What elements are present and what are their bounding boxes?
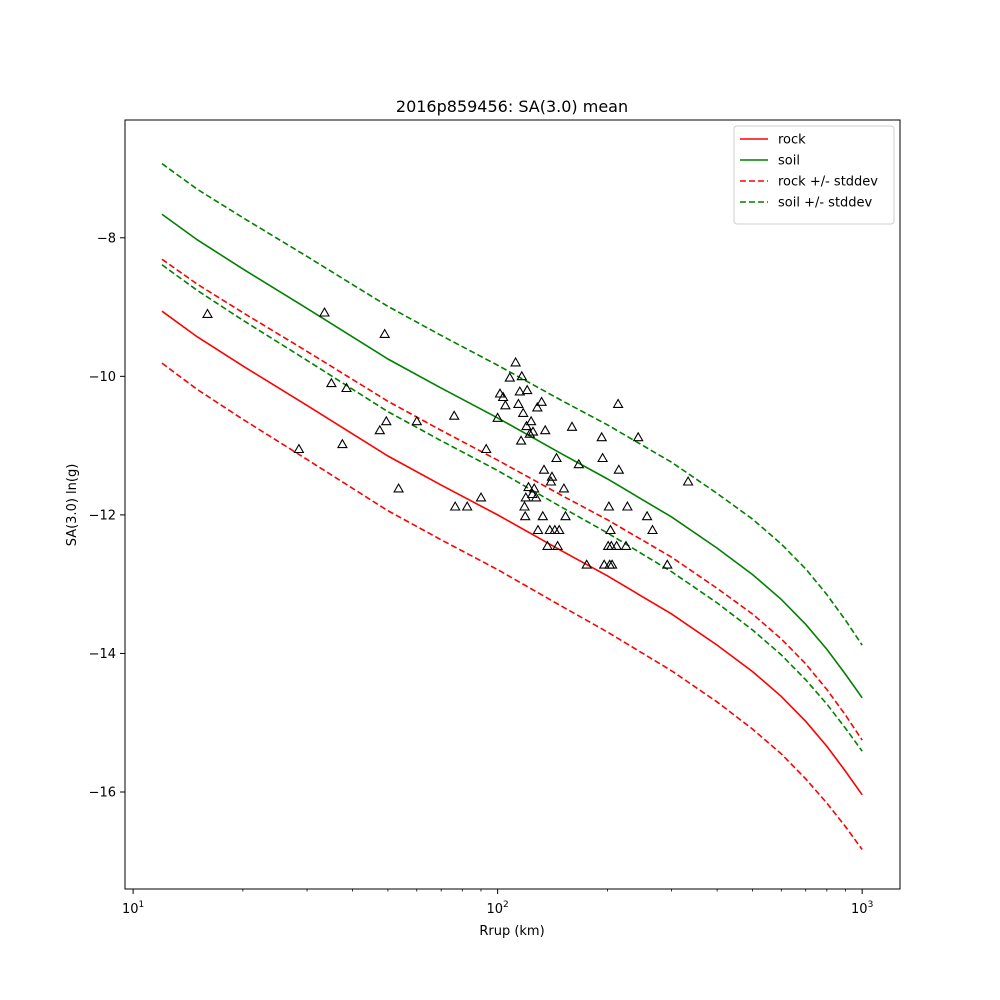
observation-marker bbox=[504, 372, 516, 382]
observation-marker bbox=[612, 398, 624, 408]
plot-area bbox=[124, 119, 901, 890]
observation-marker bbox=[620, 540, 632, 550]
observation-marker bbox=[523, 481, 534, 492]
chart-title: 2016p859456: SA(3.0) mean bbox=[396, 97, 628, 116]
observation-marker bbox=[516, 370, 528, 381]
observation-marker bbox=[336, 438, 348, 449]
y-axis-label: SA(3.0) ln(g) bbox=[65, 464, 80, 547]
observation-marker bbox=[596, 431, 608, 442]
observation-marker bbox=[480, 443, 492, 454]
observation-marker bbox=[519, 500, 530, 511]
observation-marker bbox=[545, 475, 557, 486]
observation-marker bbox=[598, 559, 610, 569]
observation-marker bbox=[528, 482, 540, 493]
series-line-dashed-4 bbox=[161, 163, 863, 646]
observation-marker bbox=[632, 431, 644, 442]
y-axis: −8 −10 −12 −14 −16 bbox=[89, 231, 125, 801]
observation-marker bbox=[526, 488, 538, 499]
legend-label: rock +/- stddev bbox=[778, 175, 878, 190]
observation-marker bbox=[510, 356, 522, 367]
observation-marker bbox=[647, 524, 658, 535]
observation-marker bbox=[393, 482, 405, 493]
observation-marker bbox=[527, 426, 539, 436]
observation-marker bbox=[374, 424, 386, 435]
observation-marker bbox=[512, 398, 524, 408]
observation-marker bbox=[621, 500, 633, 511]
series-line-1 bbox=[161, 213, 863, 699]
observation-marker bbox=[341, 382, 352, 393]
observation-marker bbox=[411, 415, 423, 426]
observation-marker bbox=[558, 482, 570, 493]
observation-marker bbox=[682, 475, 694, 486]
observations-layer bbox=[202, 306, 694, 569]
observation-marker bbox=[449, 500, 461, 511]
observation-marker bbox=[566, 421, 578, 431]
observation-marker bbox=[551, 452, 562, 463]
observation-marker bbox=[515, 435, 527, 445]
series-line-dashed-5 bbox=[161, 264, 863, 752]
plot-frame bbox=[124, 119, 901, 890]
observation-marker bbox=[573, 458, 585, 469]
observation-marker bbox=[641, 510, 653, 521]
observation-marker bbox=[517, 407, 529, 417]
observation-marker bbox=[524, 428, 536, 438]
observation-marker bbox=[475, 491, 487, 502]
observation-marker bbox=[380, 415, 392, 426]
series-line-0 bbox=[161, 310, 863, 796]
observation-marker bbox=[325, 377, 337, 388]
observation-marker bbox=[542, 540, 553, 550]
legend-label: soil bbox=[778, 154, 800, 169]
observation-marker bbox=[553, 524, 565, 535]
observation-marker bbox=[521, 384, 533, 395]
observation-marker bbox=[661, 559, 673, 569]
observation-marker bbox=[497, 391, 509, 402]
legend: rock soil rock +/- stddev soil +/- stddev bbox=[733, 125, 895, 225]
observation-marker bbox=[613, 464, 625, 474]
observation-marker bbox=[461, 500, 473, 511]
observation-marker bbox=[293, 443, 305, 454]
observation-marker bbox=[538, 464, 550, 474]
observation-marker bbox=[499, 399, 511, 410]
observation-marker bbox=[536, 396, 548, 406]
observation-marker bbox=[606, 559, 618, 569]
y-tick-label: −12 bbox=[89, 508, 116, 523]
y-tick-label: −8 bbox=[97, 231, 116, 246]
observation-marker bbox=[448, 410, 460, 420]
observation-marker bbox=[605, 524, 616, 535]
observation-marker bbox=[519, 510, 531, 521]
observation-marker bbox=[552, 540, 564, 550]
x-axis-label: Rrup (km) bbox=[479, 924, 544, 939]
observation-marker bbox=[514, 385, 526, 396]
observation-marker bbox=[492, 412, 504, 422]
observation-marker bbox=[531, 401, 543, 412]
observation-marker bbox=[603, 500, 615, 511]
series-line-dashed-3 bbox=[161, 362, 863, 850]
observation-marker bbox=[539, 424, 551, 435]
observation-marker bbox=[546, 471, 558, 481]
series-line-dashed-2 bbox=[161, 258, 863, 741]
observation-marker bbox=[532, 524, 544, 535]
observation-marker bbox=[525, 415, 537, 426]
legend-box bbox=[733, 125, 895, 225]
observation-marker bbox=[537, 510, 549, 521]
observation-marker bbox=[202, 308, 213, 318]
y-tick-label: −14 bbox=[89, 647, 116, 662]
observation-marker bbox=[560, 510, 571, 521]
observation-marker bbox=[521, 420, 532, 431]
observation-marker bbox=[611, 540, 623, 550]
observation-marker bbox=[379, 328, 391, 338]
legend-label: rock bbox=[778, 133, 806, 148]
y-tick-label: −16 bbox=[89, 786, 116, 801]
legend-label: soil +/- stddev bbox=[778, 196, 873, 211]
observation-marker bbox=[605, 540, 617, 550]
observation-marker bbox=[319, 306, 330, 317]
observation-marker bbox=[597, 452, 609, 463]
observation-marker bbox=[581, 559, 593, 569]
y-tick-label: −10 bbox=[89, 370, 116, 385]
observation-marker bbox=[530, 491, 542, 502]
series-layer bbox=[161, 163, 863, 850]
